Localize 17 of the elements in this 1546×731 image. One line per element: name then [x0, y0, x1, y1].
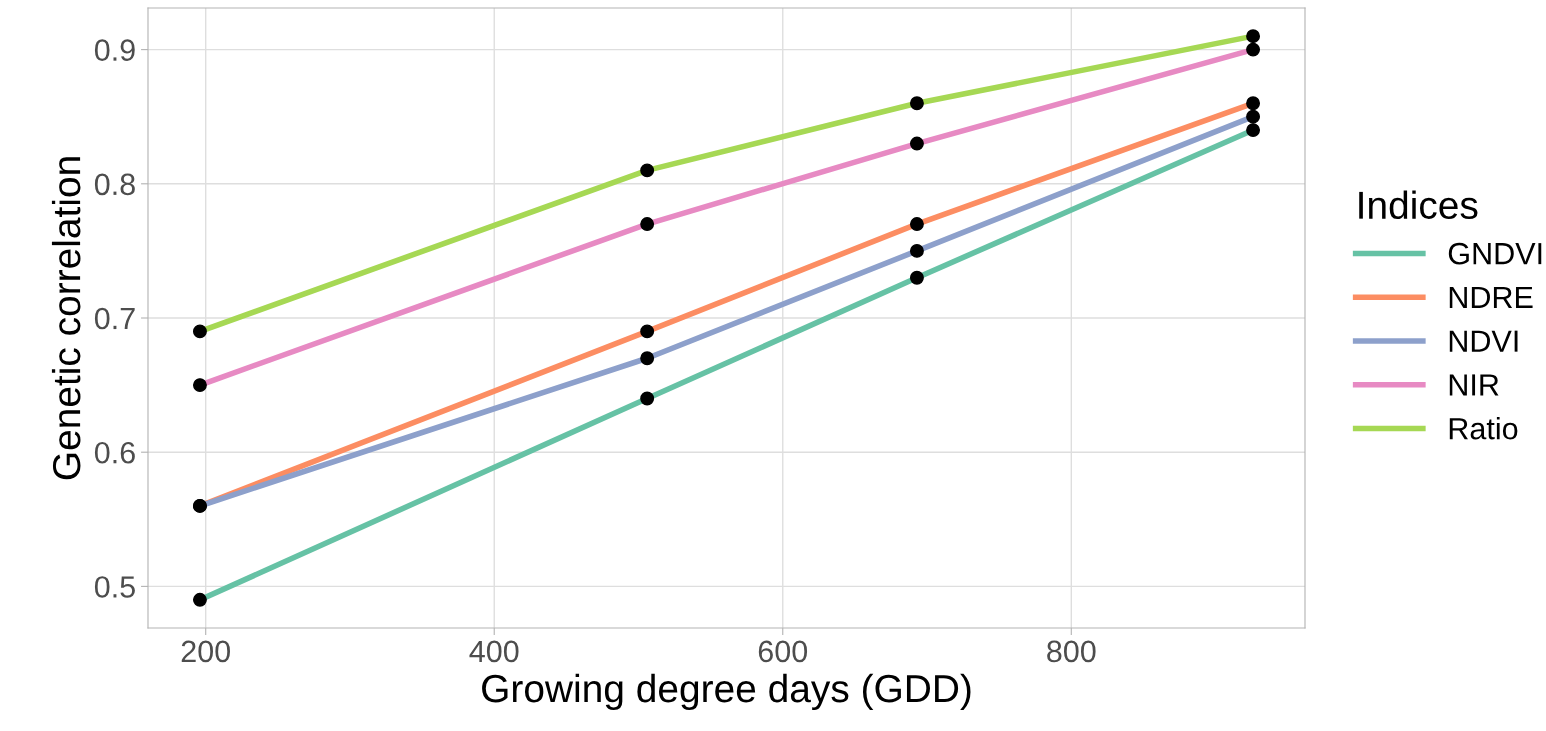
y-tick-label: 0.8 — [94, 173, 135, 196]
legend-label: NDVI — [1449, 330, 1518, 352]
y-tick-label: 0.9 — [94, 39, 135, 61]
y-tick-label: 0.6 — [94, 441, 135, 464]
y-axis-title: Genetic correlation — [51, 157, 81, 480]
x-tick-label: 200 — [181, 640, 230, 663]
legend-label: GNDVI — [1448, 242, 1542, 265]
y-tick-label: 0.5 — [94, 576, 135, 598]
legend-title: Indices — [1359, 190, 1478, 220]
y-tick-label: 0.7 — [94, 307, 135, 330]
x-tick-label: 400 — [469, 640, 519, 663]
x-axis-title: Growing degree days (GDD) — [482, 673, 971, 711]
legend-label: NIR — [1449, 374, 1499, 396]
legend-label: Ratio — [1449, 417, 1518, 440]
legend-label: NDRE — [1449, 286, 1533, 308]
x-tick-label: 600 — [758, 640, 808, 663]
x-tick-label: 800 — [1047, 640, 1096, 663]
